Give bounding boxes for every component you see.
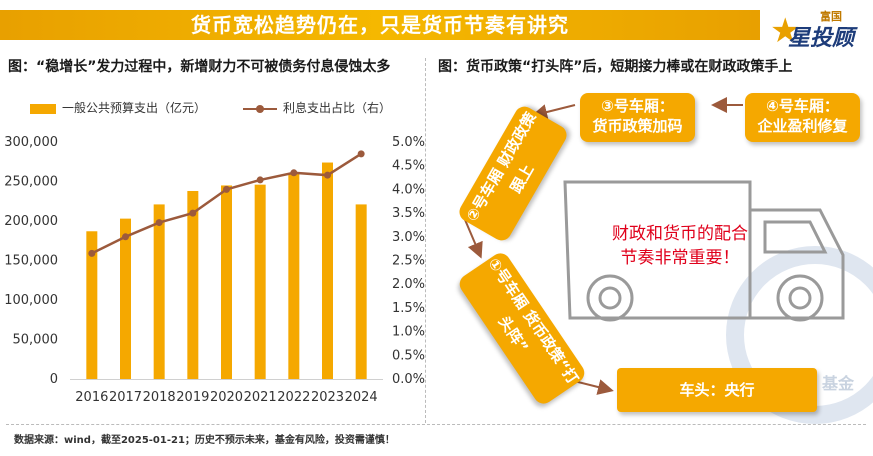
- brand-logo: ★ 富国 星投顾: [770, 8, 870, 51]
- x-tick-2024: 2024: [345, 390, 378, 405]
- right-axis-tick: 4.0%: [392, 182, 425, 197]
- right-axis-tick: 4.5%: [392, 159, 425, 174]
- right-axis-tick: 2.5%: [392, 254, 425, 269]
- left-axis-tick: 50,000: [13, 333, 59, 348]
- x-tick-2023: 2023: [311, 390, 344, 405]
- footer-divider: [6, 424, 866, 425]
- bar-2019: [187, 190, 199, 379]
- x-tick-2019: 2019: [176, 390, 209, 405]
- combo-chart: 0 50,000 100,000 150,000 200,000 250,000 300,0…: [4, 135, 425, 405]
- header: 货币宽松趋势仍在，只是货币节奏有讲究 ★ 富国 星投顾: [0, 8, 873, 51]
- bar-2024: [355, 204, 367, 379]
- star-icon: ★: [770, 11, 801, 51]
- legend-line-series: 利息支出占比（右）: [243, 99, 391, 116]
- right-axis-tick: 0.0%: [392, 372, 425, 387]
- truck-message-line1: 财政和货币的配合: [612, 224, 748, 244]
- car4-box: ④号车厢： 企业盈利修复: [745, 93, 860, 142]
- left-axis-tick: 0: [50, 372, 58, 387]
- panel-divider: [425, 58, 426, 423]
- truck-message-line2: 节奏非常重要！: [620, 248, 740, 268]
- rate-point-2021: [256, 176, 264, 184]
- left-axis-tick: 250,000: [4, 175, 58, 190]
- truck-message: 财政和货币的配合 节奏非常重要！: [590, 222, 770, 270]
- car3-box: ③号车厢： 货币政策加码: [580, 93, 695, 142]
- right-axis-tick: 3.5%: [392, 206, 425, 221]
- right-axis-tick: 3.0%: [392, 230, 425, 245]
- logo-main-text: 星投顾: [788, 26, 855, 51]
- engine-box: 车头：央行: [617, 368, 817, 412]
- watermark-circle: [726, 246, 873, 424]
- car4-title: ④号车厢：: [766, 97, 839, 115]
- x-tick-2021: 2021: [244, 390, 277, 405]
- logo-top-text: 富国: [820, 10, 842, 23]
- legend-bar-series: 一般公共预算支出（亿元）: [30, 99, 206, 116]
- car3-title: ③号车厢：: [601, 97, 674, 115]
- rate-point-2022: [290, 169, 298, 177]
- left-subtitle: 图：“稳增长”发力过程中，新增财力不可被债务付息侵蚀太多: [8, 59, 391, 75]
- right-subtitle: 图：货币政策“打头阵”后，短期接力棒或在财政政策手上: [438, 59, 793, 75]
- bar-2020: [221, 185, 232, 379]
- rate-point-2019: [189, 209, 197, 217]
- x-tick-2022: 2022: [277, 390, 310, 405]
- rate-point-2017: [122, 233, 129, 241]
- rate-point-2020: [223, 185, 230, 193]
- x-tick-2016: 2016: [75, 390, 108, 405]
- right-axis-tick: 5.0%: [392, 135, 425, 150]
- legend-bar-label: 一般公共预算支出（亿元）: [62, 101, 207, 115]
- legend-line-swatch: [243, 104, 277, 113]
- rate-point-2018: [155, 219, 163, 227]
- right-axis-tick: 1.0%: [392, 325, 425, 340]
- bar-2016: [86, 231, 98, 379]
- bar-2018: [153, 204, 165, 379]
- page-title: 货币宽松趋势仍在，只是货币节奏有讲究: [191, 13, 569, 37]
- right-axis-tick: 2.0%: [392, 277, 425, 292]
- x-tick-2017: 2017: [109, 390, 142, 405]
- rate-point-2016: [88, 249, 96, 257]
- bar-2021: [254, 184, 266, 379]
- left-axis-tick: 150,000: [4, 254, 58, 269]
- x-tick-2020: 2020: [210, 390, 243, 405]
- left-axis-tick: 200,000: [4, 214, 58, 229]
- bar-2017: [120, 218, 131, 379]
- bar-2023: [322, 162, 333, 379]
- left-axis-tick: 300,000: [4, 135, 58, 150]
- x-tick-2018: 2018: [143, 390, 176, 405]
- rate-point-2023: [324, 171, 331, 179]
- right-axis-tick: 1.5%: [392, 301, 425, 316]
- car3-desc: 货币政策加码: [592, 117, 683, 135]
- left-axis-tick: 100,000: [4, 293, 58, 308]
- legend-bar-swatch: [30, 103, 56, 114]
- header-bar: [0, 10, 760, 40]
- footer-note: 数据来源：wind，截至2025-01-21；历史不预示未来，基金有风险，投资需…: [14, 435, 395, 446]
- bar-2022: [288, 173, 300, 379]
- watermark-text: 基金: [822, 374, 855, 393]
- rate-point-2024: [357, 150, 365, 158]
- legend-line-label: 利息支出占比（右）: [283, 101, 392, 115]
- car4-desc: 企业盈利修复: [757, 117, 848, 135]
- truck-outline: [563, 180, 845, 322]
- right-axis-tick: 0.5%: [392, 348, 425, 363]
